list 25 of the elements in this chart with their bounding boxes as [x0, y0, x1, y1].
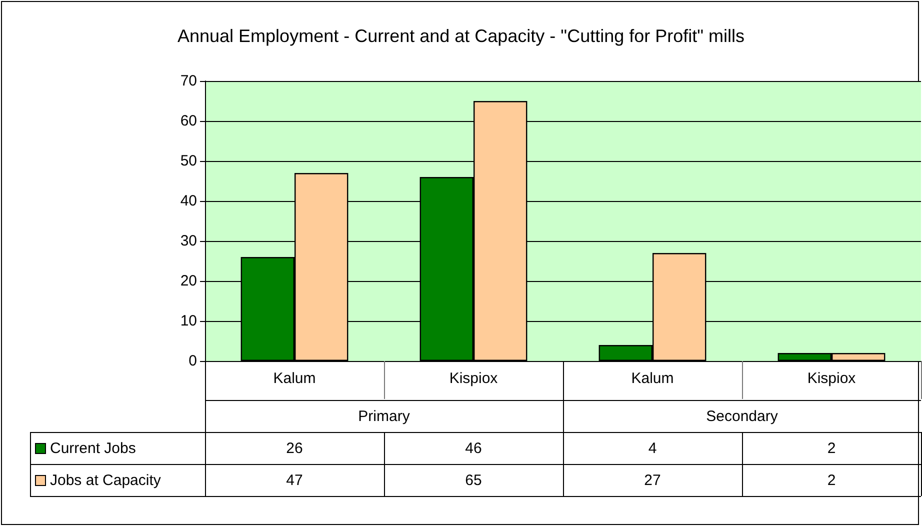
y-tick-label: 0: [188, 352, 197, 370]
data-label: 46: [464, 438, 483, 458]
data-label: 65: [464, 470, 483, 490]
y-tick-label: 50: [180, 152, 197, 170]
data-label: 2: [826, 438, 837, 458]
x-tick-label: Kispiox: [449, 370, 498, 387]
data-label: 2: [826, 470, 837, 490]
data-label: 47: [285, 470, 304, 490]
data-label: 4: [647, 438, 658, 458]
y-tick-label: 40: [180, 192, 197, 210]
y-tick-label: 60: [180, 112, 197, 130]
text: Primary: [357, 406, 411, 426]
chart-title: Annual Employment - Current and at Capacity - "Cutting for Profit" mills: [178, 26, 744, 46]
data-label: 26: [285, 438, 304, 458]
data-label: 27: [643, 470, 662, 490]
x-tick-label: Kalum: [631, 370, 674, 387]
x-tick-label: Kispiox: [807, 370, 856, 387]
y-tick-label: 20: [180, 272, 197, 290]
y-tick-label: 10: [180, 312, 197, 330]
y-tick-label: 30: [180, 232, 197, 250]
legend-label: Jobs at Capacity: [50, 472, 161, 488]
legend-label: Current Jobs: [50, 440, 136, 456]
x-tick-label: Kalum: [273, 370, 316, 387]
y-tick-label: 70: [180, 72, 197, 90]
text: Secondary: [705, 406, 779, 426]
